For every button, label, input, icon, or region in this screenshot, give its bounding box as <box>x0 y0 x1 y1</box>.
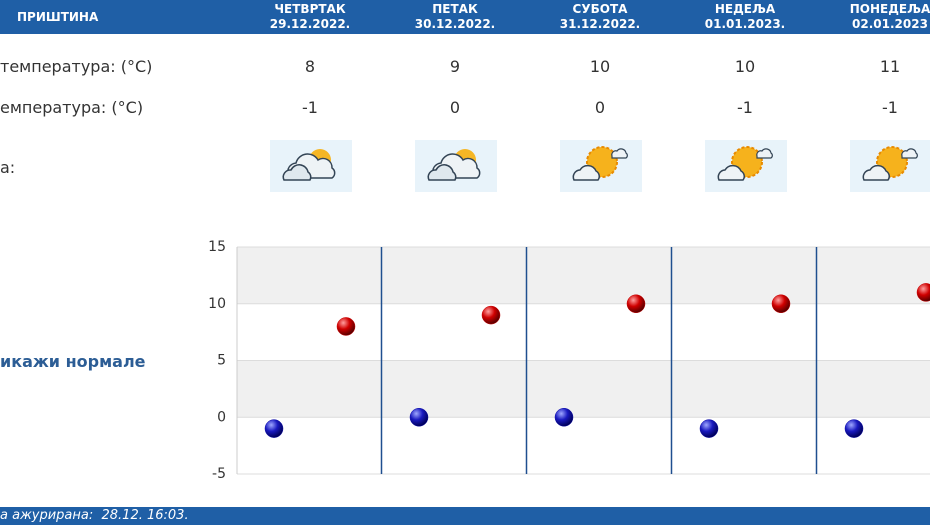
temp-value: 11 <box>879 57 901 76</box>
day-name: ПЕТАК <box>432 2 478 16</box>
band <box>237 360 930 418</box>
row-label: емпература: (°C) <box>0 98 144 117</box>
band <box>237 247 930 304</box>
day-header: ЧЕТВРТАК 29.12.2022. <box>240 2 380 32</box>
day-date: 01.01.2023. <box>704 17 786 31</box>
y-tick-label: -5 <box>212 466 226 482</box>
temp-value: -1 <box>882 98 898 117</box>
day-date: 30.12.2022. <box>414 17 496 31</box>
day-name: ЧЕТВРТАК <box>274 2 346 16</box>
temp-value: 9 <box>449 57 461 76</box>
temp-value: 10 <box>734 57 756 76</box>
day-header: ПЕТАК 30.12.2022. <box>385 2 525 32</box>
day-name: ПОНЕДЕЉА <box>849 2 930 16</box>
day-name: СУБОТА <box>572 2 628 16</box>
y-tick-label: 15 <box>208 239 226 255</box>
day-header: СУБОТА 31.12.2022. <box>530 2 670 32</box>
chart: 15 10 5 0 -5 <box>208 239 930 482</box>
day-name: НЕДЕЉА <box>714 2 776 16</box>
day-date: 02.01.2023 <box>852 17 928 31</box>
temp-value: 10 <box>589 57 611 76</box>
temp-value: 8 <box>304 57 316 76</box>
day-header: ПОНЕДЕЉА 02.01.2023 <box>820 2 930 32</box>
temp-value: -1 <box>737 98 753 117</box>
header-bar: ПРИШТИНА ЧЕТВРТАК 29.12.2022. ПЕТАК 30.12.2… <box>0 0 930 34</box>
day-header: НЕДЕЉА 01.01.2023. <box>675 2 815 32</box>
row-label: а: <box>0 158 16 177</box>
temp-dot <box>699 419 719 438</box>
temp-value: -1 <box>302 98 318 117</box>
temp-dot <box>409 408 429 427</box>
temp-dot <box>336 317 356 336</box>
temp-dot <box>916 283 930 302</box>
temp-dot <box>554 408 574 427</box>
band <box>237 417 930 474</box>
row-label: температура: (°C) <box>0 57 153 76</box>
temp-dot <box>844 419 864 438</box>
city: ПРИШТИНА <box>17 10 99 24</box>
day-date: 31.12.2022. <box>559 17 641 31</box>
y-tick-label: 5 <box>217 353 226 369</box>
y-tick-label: 0 <box>217 409 226 425</box>
temp-dot <box>481 305 501 325</box>
day-date: 29.12.2022. <box>269 17 351 31</box>
show-normals-link[interactable]: икажи нормале <box>0 352 146 371</box>
temp-value: 0 <box>594 98 606 117</box>
temp-dot <box>626 294 646 313</box>
temp-value: 0 <box>449 98 461 117</box>
temp-dot <box>771 294 791 313</box>
updated-text: а ажурирана: 28.12. 16:03. <box>0 508 189 523</box>
y-tick-label: 10 <box>208 296 226 312</box>
footer-bar: а ажурирана: 28.12. 16:03. <box>0 507 930 525</box>
temp-dot <box>264 419 284 438</box>
